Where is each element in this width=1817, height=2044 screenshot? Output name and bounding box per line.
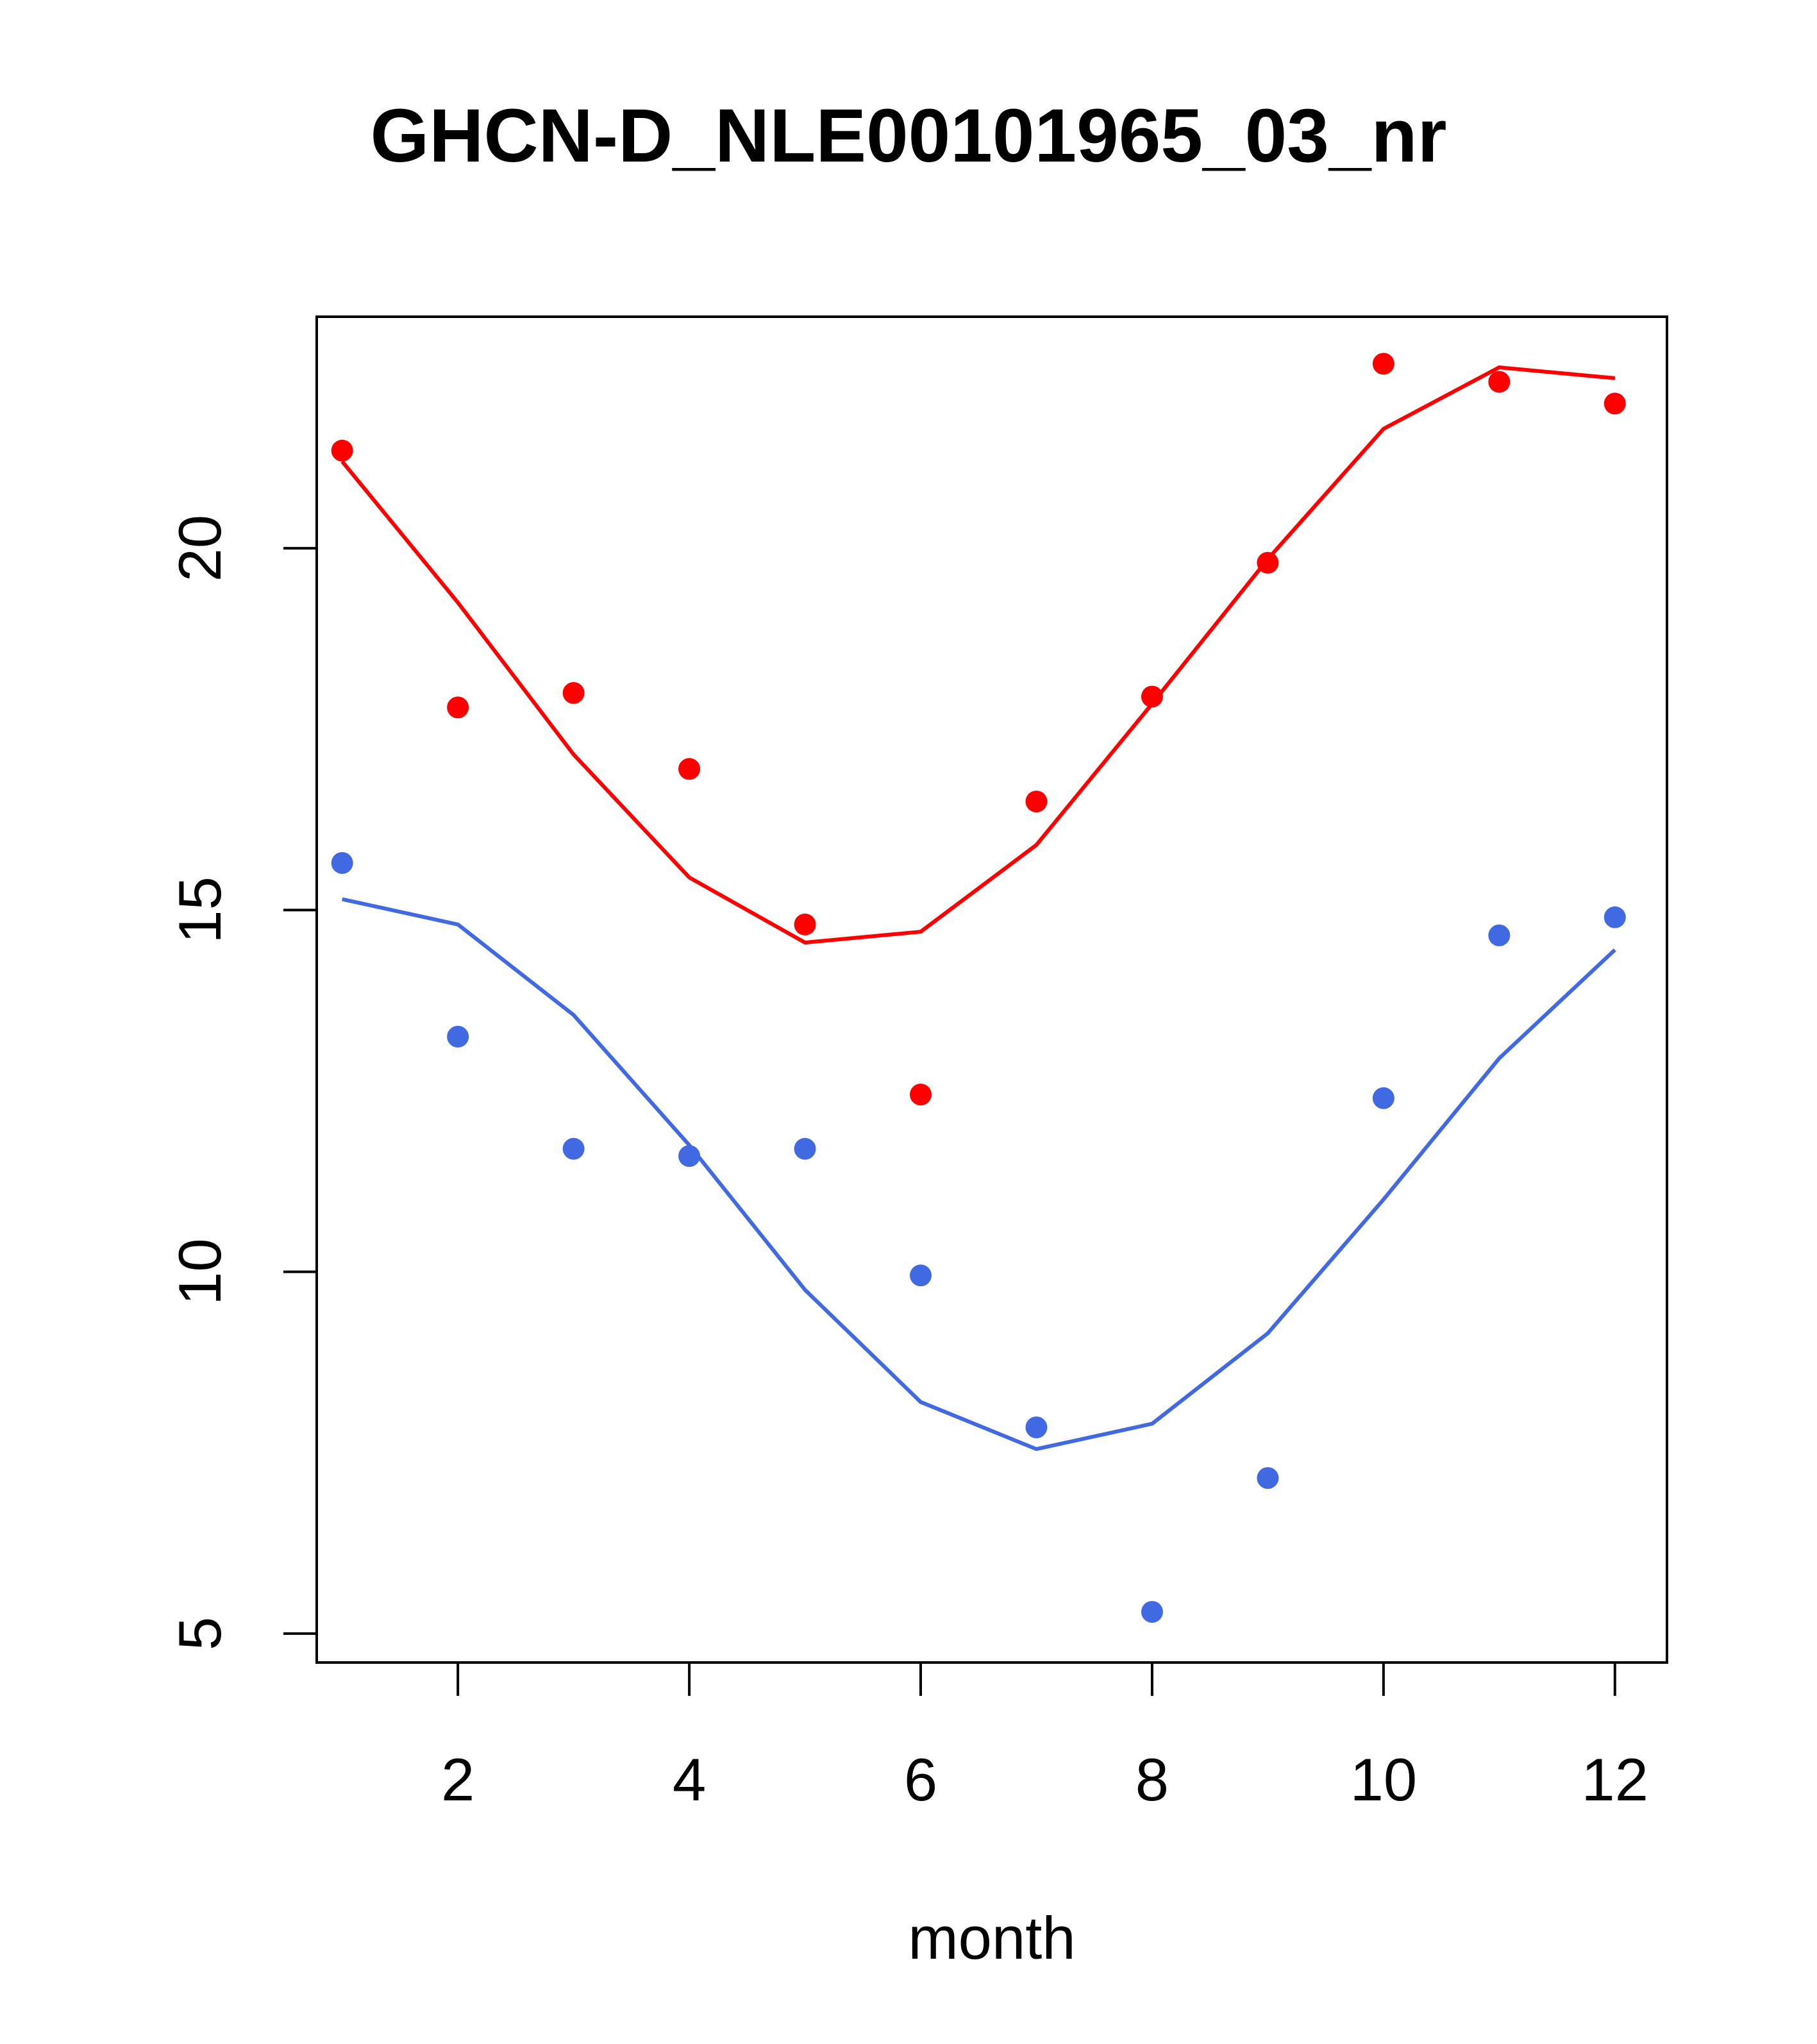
series-1-point	[447, 696, 469, 719]
series-1-point	[1025, 791, 1048, 813]
series-layer	[331, 353, 1626, 1623]
series-1	[331, 353, 1626, 1106]
y-tick-label: 15	[166, 876, 233, 944]
series-1-point	[1372, 353, 1394, 375]
series-2-point	[1372, 1087, 1394, 1109]
series-1-point	[1141, 685, 1163, 708]
series-2-point	[331, 852, 353, 875]
series-2-point	[678, 1145, 701, 1168]
series-2-point	[1257, 1467, 1279, 1489]
x-tick-label: 4	[673, 1746, 706, 1813]
series-2-point	[910, 1264, 932, 1287]
series-1-fit-line	[340, 365, 1616, 945]
y-tick-label: 20	[166, 515, 233, 582]
series-2-point	[562, 1137, 585, 1160]
y-tick-label: 10	[166, 1238, 233, 1305]
series-1-point	[562, 682, 585, 704]
series-1-point	[1488, 371, 1511, 393]
x-tick-label: 12	[1582, 1746, 1649, 1813]
x-axis-label: month	[908, 1904, 1075, 1972]
x-axis: 2 4 6 8 10 12	[441, 1661, 1649, 1813]
series-1-point	[678, 758, 701, 780]
x-tick-label: 6	[904, 1746, 937, 1813]
chart-title: GHCN-D_NLE00101965_03_nr	[370, 94, 1446, 178]
y-axis: 5 10 15 20	[166, 515, 318, 1650]
series-1-point	[331, 439, 353, 462]
series-2-point	[1603, 906, 1626, 928]
x-tick-label: 10	[1350, 1746, 1418, 1813]
series-1-point	[910, 1084, 932, 1106]
series-2-point	[447, 1025, 469, 1048]
series-2-fit-line	[342, 897, 1616, 1452]
series-2-point	[1141, 1601, 1163, 1623]
series-2	[331, 852, 1626, 1623]
series-1-point	[1603, 392, 1626, 415]
series-2-point	[794, 1137, 816, 1160]
series-1-point	[1257, 551, 1279, 574]
series-2-point	[1025, 1416, 1048, 1439]
series-2-point	[1488, 924, 1511, 946]
y-tick-label: 5	[166, 1617, 233, 1650]
plot-frame	[315, 315, 1668, 1664]
x-tick-label: 2	[441, 1746, 474, 1813]
series-1-point	[794, 913, 816, 935]
x-tick-label: 8	[1135, 1746, 1169, 1813]
